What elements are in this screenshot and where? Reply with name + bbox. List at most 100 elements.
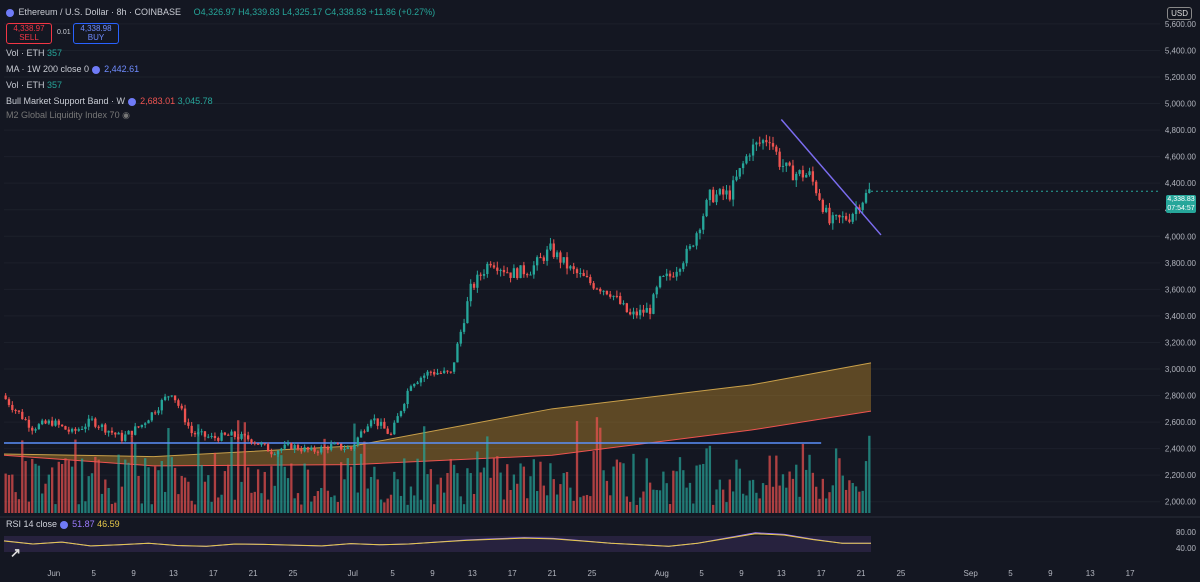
candle-body xyxy=(310,447,313,450)
candle-body xyxy=(805,174,808,178)
candle-body xyxy=(293,445,296,450)
volume-bar xyxy=(795,464,798,513)
candle-body xyxy=(57,420,60,425)
volume-bar xyxy=(330,497,333,513)
volume-bar xyxy=(290,463,293,513)
last-price: 4,338.83 xyxy=(1167,196,1195,203)
candle-body xyxy=(452,362,456,372)
candle-body xyxy=(818,193,821,200)
candle-body xyxy=(658,276,662,288)
candle-body xyxy=(589,277,592,284)
y-tick-label: 4,000.00 xyxy=(1165,232,1197,241)
volume-bar xyxy=(868,435,871,513)
volume-bar xyxy=(605,480,609,513)
volume-bar xyxy=(373,466,376,513)
candle-body xyxy=(403,404,406,412)
volume-bar xyxy=(64,458,67,513)
volume-bar xyxy=(403,458,406,513)
candle-body xyxy=(462,323,466,332)
x-tick-label: 25 xyxy=(896,569,905,578)
candle-body xyxy=(858,207,861,211)
volume-bar xyxy=(768,455,771,513)
volume-bar xyxy=(489,477,492,513)
symbol-header: Ethereum / U.S. Dollar · 8h · COINBASE O… xyxy=(6,7,435,17)
rsi-legend[interactable]: RSI 14 close 51.87 46.59 xyxy=(6,519,120,529)
tradingview-logo[interactable]: ↗ xyxy=(10,545,21,560)
candle-body xyxy=(526,274,529,276)
volume-bar xyxy=(303,463,306,513)
candle-body xyxy=(775,146,778,152)
volume-bar xyxy=(502,499,506,513)
indicator-bmsb[interactable]: Bull Market Support Band · W 2,683.01 3,… xyxy=(6,96,213,106)
volume-bar xyxy=(144,458,147,513)
volume-bar xyxy=(492,458,496,513)
volume-bar xyxy=(549,463,552,513)
volume-bar xyxy=(712,504,715,513)
candle-body xyxy=(163,396,167,401)
settings-icon xyxy=(59,520,68,529)
indicator-vol-2[interactable]: Vol · ETH 357 xyxy=(6,80,62,90)
volume-bar xyxy=(97,459,100,513)
volume-bar xyxy=(426,474,429,513)
settings-icon xyxy=(127,97,136,106)
volume-bar xyxy=(482,467,486,513)
volume-bar xyxy=(834,448,838,513)
volume-bar xyxy=(140,503,144,513)
volume-bar xyxy=(559,484,562,513)
volume-bar xyxy=(751,479,755,513)
candle-body xyxy=(207,436,210,438)
eye-hidden-icon[interactable]: ◉ xyxy=(122,110,130,120)
candle-body xyxy=(160,400,163,411)
volume-bar xyxy=(134,443,137,513)
buy-button[interactable]: 4,338.98 BUY xyxy=(73,23,119,44)
candle-body xyxy=(356,437,359,445)
volume-bar xyxy=(260,493,263,513)
volume-bar xyxy=(635,504,638,513)
candle-body xyxy=(798,170,801,174)
y-tick-label: 2,800.00 xyxy=(1165,392,1197,401)
candle-body xyxy=(718,189,722,195)
indicator-m2[interactable]: M2 Global Liquidity Index 70 ◉ xyxy=(6,110,130,121)
volume-bar xyxy=(778,485,781,513)
volume-bar xyxy=(227,464,230,513)
candle-body xyxy=(688,246,692,249)
candle-body xyxy=(266,444,270,452)
indicator-name: M2 Global Liquidity Index 70 xyxy=(6,110,120,120)
volume-bar xyxy=(456,473,459,513)
candle-body xyxy=(678,269,682,272)
candle-body xyxy=(821,199,824,212)
candle-body xyxy=(170,395,173,397)
volume-bar xyxy=(187,481,190,513)
indicator-ma[interactable]: MA · 1W 200 close 0 2,442.61 xyxy=(6,64,139,74)
volume-bar xyxy=(828,492,831,513)
candle-body xyxy=(396,416,399,423)
ohlc-readout: O4,326.97 H4,339.83 L4,325.17 C4,338.83 … xyxy=(193,7,436,17)
candle-body xyxy=(21,411,24,420)
candle-body xyxy=(409,386,413,391)
candle-body xyxy=(203,431,207,437)
x-tick-label: 21 xyxy=(249,569,258,578)
candle-body xyxy=(27,419,31,428)
candle-body xyxy=(708,189,712,201)
indicator-vol-1[interactable]: Vol · ETH 357 xyxy=(6,48,62,58)
candle-body xyxy=(841,216,844,218)
candle-body xyxy=(303,447,306,452)
volume-bar xyxy=(555,494,559,513)
currency-selector[interactable]: USD xyxy=(1167,7,1192,20)
candle-body xyxy=(844,216,848,220)
candle-body xyxy=(107,430,110,433)
volume-bar xyxy=(11,474,14,513)
sell-button[interactable]: 4,338.97 SELL xyxy=(6,23,52,44)
candle-body xyxy=(210,435,213,437)
candle-body xyxy=(270,451,273,455)
candle-body xyxy=(34,429,37,431)
volume-bar xyxy=(217,497,220,513)
volume-bar xyxy=(51,467,54,513)
candle-body xyxy=(612,295,615,297)
volume-bar xyxy=(137,475,140,513)
volume-bar xyxy=(406,504,409,513)
volume-bar xyxy=(413,495,416,513)
volume-bar xyxy=(539,461,542,513)
volume-bar xyxy=(582,495,585,513)
